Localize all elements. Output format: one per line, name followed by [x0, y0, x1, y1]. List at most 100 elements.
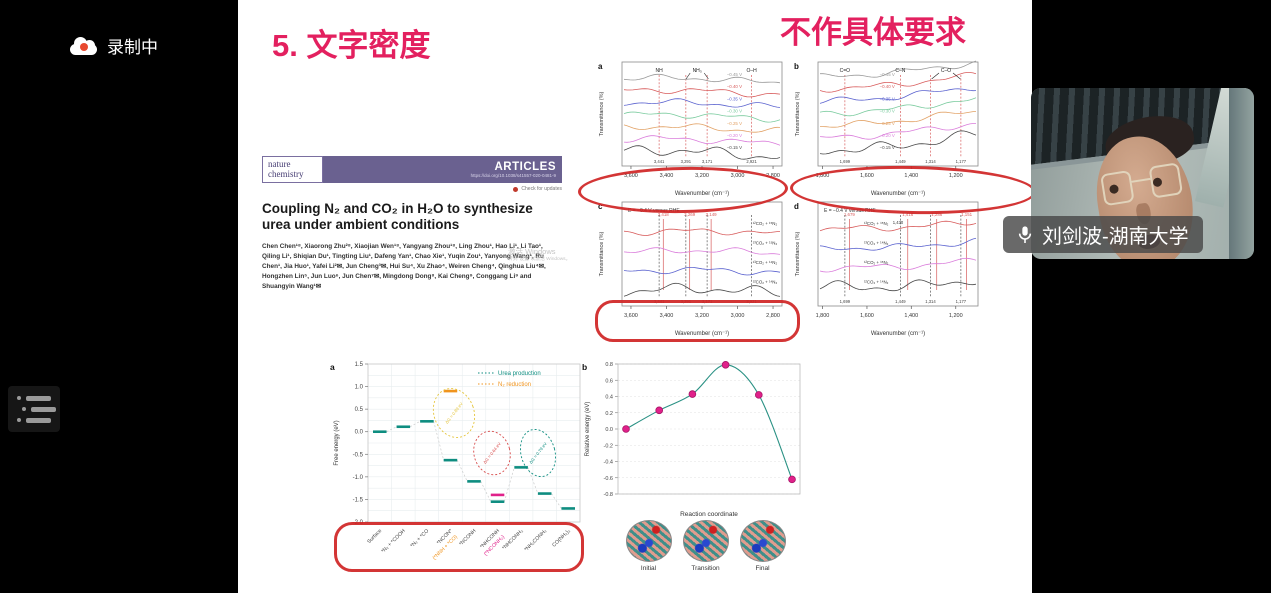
svg-text:O–H: O–H: [746, 68, 757, 74]
svg-text:3,600: 3,600: [624, 173, 638, 179]
recording-label: 录制中: [107, 38, 158, 57]
svg-text:−0.30 V: −0.30 V: [880, 109, 895, 114]
svg-text:1,416: 1,416: [902, 212, 914, 217]
svg-text:1,449: 1,449: [895, 299, 906, 304]
svg-text:3,400: 3,400: [660, 313, 674, 319]
svg-text:0.6: 0.6: [605, 378, 613, 384]
svg-text:¹³CO₂ + ¹⁵N₂: ¹³CO₂ + ¹⁵N₂: [753, 241, 778, 246]
svg-text:1,286: 1,286: [931, 212, 943, 217]
svg-text:1,679: 1,679: [844, 212, 856, 217]
svg-text:Urea production: Urea production: [498, 371, 541, 377]
svg-text:3,600: 3,600: [624, 313, 638, 319]
svg-text:0.4: 0.4: [605, 395, 613, 401]
svg-text:c: c: [598, 202, 603, 211]
molecule-image: [682, 520, 729, 562]
svg-text:NH₃: NH₃: [693, 68, 702, 74]
svg-text:Wavenumber (cm⁻¹): Wavenumber (cm⁻¹): [871, 191, 925, 197]
article-header: nature chemistry ARTICLES https://doi.or…: [262, 156, 562, 291]
svg-text:3,000: 3,000: [731, 173, 745, 179]
svg-text:NH: NH: [656, 68, 664, 74]
ftir-spectra-panel-c: Transmittance (%) c 3,600 3,400 3,200 3,000 2,…: [596, 196, 788, 343]
red-box-annotation: [595, 300, 800, 342]
svg-text:1,200: 1,200: [949, 313, 963, 319]
webcam-video[interactable]: 刘剑波-湖南大学: [1003, 88, 1254, 259]
svg-text:1,400: 1,400: [904, 173, 918, 179]
svg-text:Free energy (eV): Free energy (eV): [334, 420, 340, 465]
svg-text:-1.5: -1.5: [353, 497, 364, 503]
outline-list-icon: [17, 395, 60, 401]
svg-text:3,269: 3,269: [684, 212, 696, 217]
svg-text:−0.15 V: −0.15 V: [727, 145, 742, 150]
participant-name: 刘剑波-湖南大学: [1042, 226, 1189, 248]
ftir-spectra-panel-b: Transmittance (%) b 1,800 1,600 1,400 1,200 Wa…: [792, 56, 984, 203]
svg-text:1,177: 1,177: [956, 299, 967, 304]
svg-text:d: d: [794, 202, 799, 211]
svg-text:-0.8: -0.8: [604, 492, 613, 498]
svg-text:¹³CO₂ + ¹⁵N₂: ¹³CO₂ + ¹⁵N₂: [864, 221, 889, 226]
svg-text:-0.5: -0.5: [353, 452, 364, 458]
windows-activation-watermark: 激活 Windows 转到“设置”以激活 Windows。: [508, 247, 571, 262]
doi-text: https://doi.org/10.1038/s41557-020-0481-…: [470, 173, 556, 178]
molecule-image: [625, 520, 672, 562]
free-energy-diagram: 1.5 1.0 0.5 0.0 -0.5 -1.0 -1.5 -2.0 Free energy …: [328, 356, 596, 585]
svg-text:−0.45 V: −0.45 V: [880, 72, 895, 77]
svg-text:1,151: 1,151: [961, 212, 973, 217]
paper-authors: Chen Chen¹⁸, Xiaorong Zhu²⁸, Xiaojian We…: [262, 242, 546, 290]
svg-text:Transmittance (%): Transmittance (%): [599, 91, 605, 136]
check-for-updates-badge: Check for updates: [262, 186, 562, 192]
red-box-annotation: [334, 522, 584, 572]
svg-text:3,400: 3,400: [660, 173, 674, 179]
svg-text:−0.40 V: −0.40 V: [880, 84, 895, 89]
molecule-final: Final: [734, 520, 791, 572]
svg-text:¹³CO₂ + ¹⁴N₂: ¹³CO₂ + ¹⁴N₂: [864, 241, 889, 246]
cloud-record-icon: [70, 36, 97, 55]
svg-text:1,200: 1,200: [949, 173, 963, 179]
svg-text:ΔG = 0.79 eV: ΔG = 0.79 eV: [528, 441, 548, 465]
svg-text:−0.35 V: −0.35 V: [727, 96, 742, 101]
svg-text:3,200: 3,200: [695, 313, 709, 319]
paper-title: Coupling N₂ and CO₂ in H₂O to synthesize…: [262, 201, 533, 232]
update-badge-icon: [513, 186, 519, 192]
svg-text:0.5: 0.5: [355, 407, 364, 413]
svg-text:−0.40 V: −0.40 V: [727, 84, 742, 89]
svg-text:1,177: 1,177: [956, 159, 967, 164]
svg-text:3,441: 3,441: [654, 159, 665, 164]
svg-text:Wavenumber (cm⁻¹): Wavenumber (cm⁻¹): [675, 331, 729, 337]
svg-text:¹²CO₂ + ¹⁵N₂: ¹²CO₂ + ¹⁵N₂: [753, 221, 778, 226]
svg-text:Wavenumber (cm⁻¹): Wavenumber (cm⁻¹): [675, 191, 729, 197]
molecule-transition: Transition: [677, 520, 734, 572]
svg-text:C=O: C=O: [840, 68, 851, 74]
svg-text:b: b: [794, 62, 799, 71]
svg-text:−0.15 V: −0.15 V: [880, 145, 895, 150]
svg-text:−0.20 V: −0.20 V: [727, 133, 742, 138]
svg-text:b: b: [582, 362, 587, 372]
svg-text:Wavenumber (cm⁻¹): Wavenumber (cm⁻¹): [871, 331, 925, 337]
participant-name-tag: 刘剑波-湖南大学: [1003, 216, 1203, 253]
journal-banner: nature chemistry ARTICLES https://doi.or…: [262, 156, 562, 183]
svg-text:Transmittance (%): Transmittance (%): [795, 91, 801, 136]
svg-text:C–O: C–O: [941, 68, 951, 74]
svg-text:1,314: 1,314: [925, 159, 936, 164]
svg-text:Transmittance (%): Transmittance (%): [795, 231, 801, 276]
slide-note: 不作具体要求: [780, 15, 966, 50]
svg-text:2,800: 2,800: [766, 173, 780, 179]
svg-text:C–N: C–N: [895, 68, 905, 74]
svg-text:¹³CO₂ + ¹⁴N₂: ¹³CO₂ + ¹⁴N₂: [753, 260, 778, 265]
microphone-icon: [1018, 225, 1032, 243]
svg-text:−0.35 V: −0.35 V: [880, 96, 895, 101]
recording-indicator[interactable]: 录制中: [70, 33, 158, 58]
svg-text:1.0: 1.0: [355, 385, 364, 391]
svg-text:0.0: 0.0: [605, 427, 613, 433]
svg-text:−0.20 V: −0.20 V: [880, 133, 895, 138]
molecule-structures: Initial Transition Final: [620, 520, 791, 572]
svg-text:−0.25 V: −0.25 V: [880, 121, 895, 126]
slide-outline-toggle[interactable]: [8, 386, 60, 432]
svg-text:0.0: 0.0: [355, 430, 364, 436]
svg-text:1,699: 1,699: [840, 299, 851, 304]
ftir-spectra-panel-d: Transmittance (%) d 1,800 1,600 1,400 1,200 Wa…: [792, 196, 984, 343]
svg-text:−0.30 V: −0.30 V: [727, 109, 742, 114]
svg-text:2,921: 2,921: [746, 159, 757, 164]
molecule-image: [739, 520, 786, 562]
molecule-initial: Initial: [620, 520, 677, 572]
nature-chemistry-logo: nature chemistry: [262, 156, 323, 183]
